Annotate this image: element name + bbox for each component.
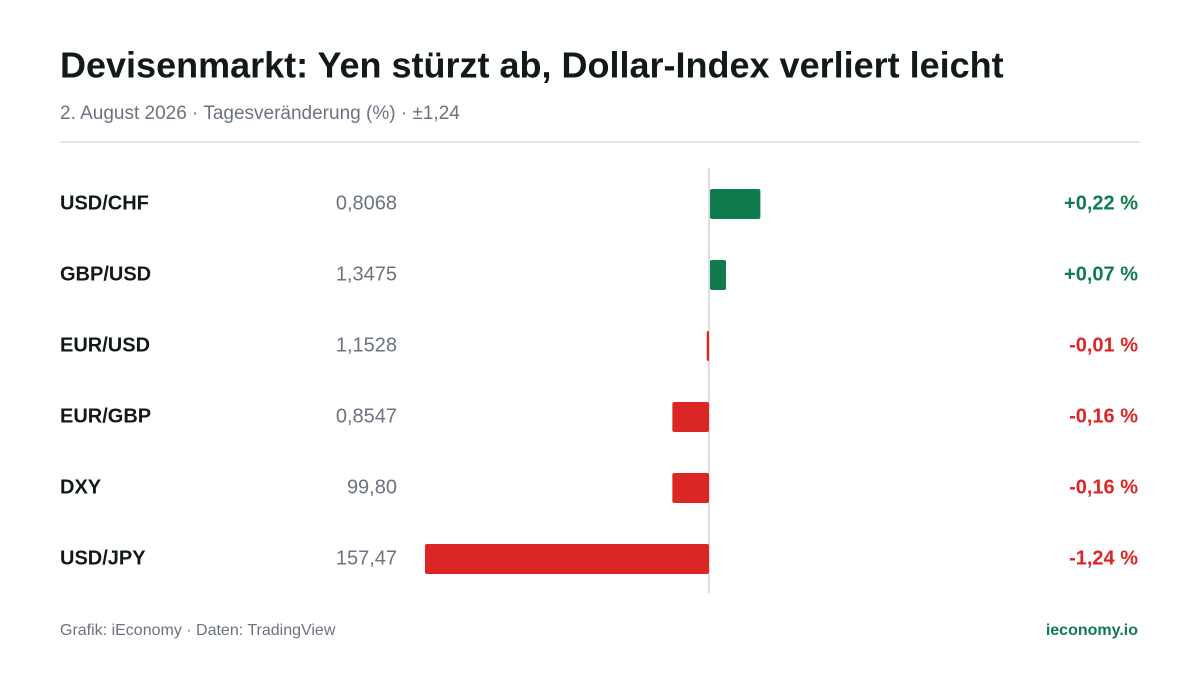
bar [706,331,709,361]
bar [672,402,709,432]
price: 0,8068 [336,192,397,214]
bar [710,189,761,219]
price: 0,8547 [336,405,397,427]
category-label: DXY [60,476,102,498]
price: 99,80 [347,476,397,498]
category-label: EUR/GBP [60,405,151,427]
value-label: +0,07 % [1064,263,1138,285]
brand: ieconomy.io [1046,622,1138,639]
category-label: USD/CHF [60,192,149,214]
price: 157,47 [336,547,397,569]
bar [710,260,727,290]
value-label: +0,22 % [1064,192,1138,214]
category-label: USD/JPY [60,547,146,569]
value-label: -1,24 % [1069,547,1138,569]
value-label: -0,16 % [1069,476,1138,498]
category-label: EUR/USD [60,334,150,356]
source: Grafik: iEconomy · Daten: TradingView [60,622,336,639]
chart-title: Devisenmarkt: Yen stürzt ab, Dollar-Inde… [60,45,1004,86]
bar [425,544,709,574]
bar [672,473,709,503]
price: 1,1528 [336,334,397,356]
value-label: -0,16 % [1069,405,1138,427]
category-label: GBP/USD [60,263,151,285]
chart-subtitle: 2. August 2026 · Tagesveränderung (%) · … [60,103,460,124]
value-label: -0,01 % [1069,334,1138,356]
price: 1,3475 [336,263,397,285]
